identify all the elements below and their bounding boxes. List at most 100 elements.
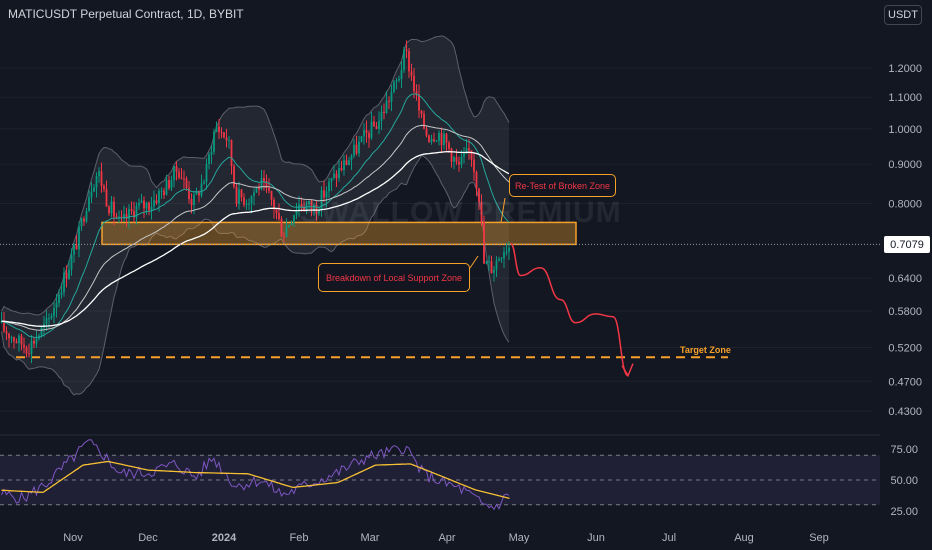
rsi-ma-line [1,460,510,500]
candle-body [343,160,345,171]
candle-body [20,335,23,345]
candle-body [295,210,298,216]
candle-body [123,214,125,218]
candle-body [175,166,178,172]
candle-body [25,347,28,354]
candle-body [500,258,503,260]
ema-50-line [1,124,510,331]
candle-body [240,189,243,198]
candle-body [380,111,383,121]
candle-body [55,303,58,308]
candle-body [15,341,18,344]
candle-body [78,226,80,250]
candle-body [150,206,153,211]
currency-button[interactable]: USDT [884,5,922,25]
candle-body [408,50,410,72]
candle-body [388,100,390,102]
candle-body [143,200,145,209]
price-tick-label: 0.5200 [888,342,922,354]
candle-body [185,178,188,188]
retest-annotation[interactable]: Re-Test of Broken Zone [509,174,616,197]
candle-body [325,191,328,198]
bollinger-band [1,35,509,396]
candle-body [445,133,448,143]
candle-body [83,218,85,222]
ema-20-line [1,93,510,338]
candle-body [213,131,215,152]
candle-body [178,171,180,178]
candle-body [348,160,350,165]
candle-body [488,261,490,263]
breakdown-annotation[interactable]: Breakdown of Local Support Zone [318,263,470,292]
candle-body [73,244,75,255]
candle-body [270,190,273,200]
price-tick-label: 0.8000 [888,199,922,211]
retest-connector [500,197,506,223]
time-tick-label: Jun [587,532,605,544]
candle-body [125,214,128,219]
time-axis: Nov Dec 2024 Feb Mar Apr May Jun Jul Aug Sep [63,532,829,544]
time-tick-label: May [509,532,530,544]
candle-body [415,91,418,95]
candle-body [455,157,458,162]
candle-body [335,173,338,179]
candle-body [93,187,95,192]
candle-body [425,128,428,136]
candle-body [318,210,320,214]
candle-body [70,254,73,270]
candle-body [218,126,220,133]
candle-body [135,205,138,218]
price-tick-label: 1.0000 [888,124,922,136]
candle-body [255,187,258,193]
candle-body [413,75,415,92]
candle-body [338,168,340,179]
candle-body [353,144,355,156]
candle-body [393,81,395,93]
price-tick-label: 0.5800 [888,306,922,318]
candle-body [0,321,3,323]
candle-body [253,192,255,196]
price-tick-label: 0.9000 [888,159,922,171]
time-tick-label: Feb [290,532,309,544]
candle-body [90,191,93,198]
candle-body [95,175,98,188]
candle-body [108,206,110,214]
candle-body [68,269,70,279]
candle-body [340,168,343,171]
candle-body [248,203,250,205]
candle-body [448,142,450,149]
candle-body [390,92,393,102]
candle-body [203,182,205,184]
candle-body [435,140,438,142]
candle-body [420,110,423,114]
candle-body [283,236,285,238]
candle-body [288,224,290,228]
current-price-label: 0.7079 [884,236,930,253]
candle-body [208,154,210,165]
candle-body [508,247,510,252]
projection-arrowhead [621,363,634,378]
candle-body [370,121,373,139]
candle-body [10,337,13,339]
candle-body [345,160,348,165]
candle-body [363,130,365,137]
candle-body [18,335,20,344]
price-tick-label: 0.4700 [888,376,922,388]
price-axis: 1.2000 1.1000 1.0000 0.9000 0.8000 0.6400 0.58… [888,63,922,518]
candle-body [195,191,198,195]
candle-body [473,159,475,173]
candle-body [453,157,455,162]
candle-body [368,132,370,139]
candle-body [45,318,48,324]
candle-body [443,133,445,146]
candle-body [63,272,65,293]
candle-body [293,215,295,224]
support-zone [101,221,577,246]
candle-body [503,252,505,259]
candle-body [333,173,335,179]
candle-body [400,70,403,80]
candle-body [110,201,113,214]
rsi-tick-label: 50.00 [890,475,918,487]
bollinger-lower [1,154,510,396]
